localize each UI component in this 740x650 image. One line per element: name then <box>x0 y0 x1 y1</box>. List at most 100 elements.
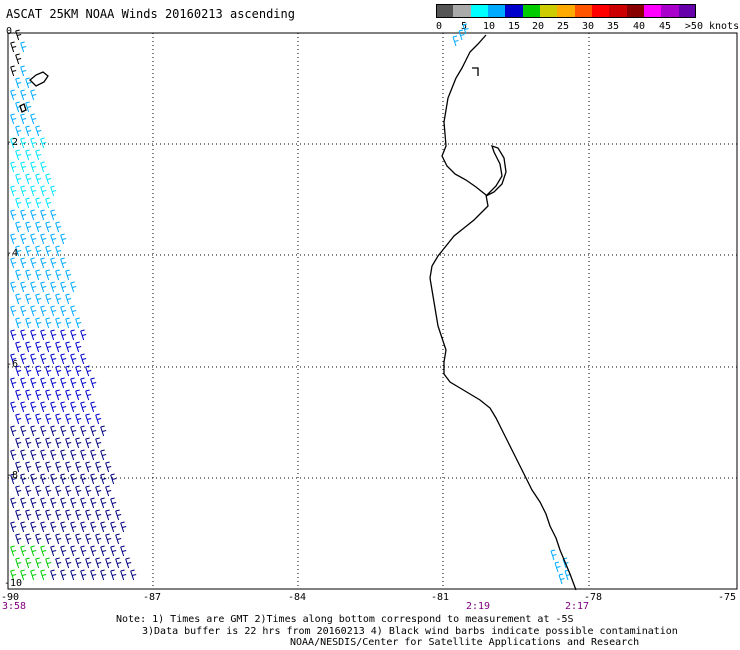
wind-barb <box>558 573 565 585</box>
wind-barb <box>10 233 17 245</box>
map-title: ASCAT 25KM NOAA Winds 20160213 ascending <box>6 7 295 21</box>
wind-barb <box>40 329 47 341</box>
wind-barb <box>100 449 107 461</box>
time-label: 3:58 <box>2 601 27 612</box>
legend-label: 35 <box>606 21 620 32</box>
wind-barb <box>55 485 62 497</box>
lon-label: -87 <box>143 592 162 603</box>
wind-barb <box>55 365 62 377</box>
wind-barb <box>90 449 97 461</box>
wind-barb <box>15 77 22 89</box>
wind-barb <box>90 545 97 557</box>
wind-barb <box>10 281 17 293</box>
wind-barb <box>35 197 42 209</box>
wind-barb <box>30 305 37 317</box>
wind-barb <box>45 533 52 545</box>
wind-barb <box>15 29 22 41</box>
lat-label: 0 <box>6 26 13 37</box>
wind-barb <box>10 521 17 533</box>
wind-barb <box>10 89 17 101</box>
legend-label: 15 <box>507 21 521 32</box>
wind-barb <box>10 329 17 341</box>
wind-barb <box>20 257 27 269</box>
legend-swatch <box>522 4 541 18</box>
wind-barb <box>60 569 67 581</box>
wind-barb <box>35 365 42 377</box>
wind-barb <box>115 557 122 569</box>
legend-swatch <box>574 4 593 18</box>
wind-barb <box>25 461 32 473</box>
wind-barb <box>85 437 92 449</box>
wind-barb <box>30 161 37 173</box>
wind-barb <box>60 353 67 365</box>
wind-barb <box>20 401 27 413</box>
wind-barb <box>105 509 112 521</box>
wind-barb <box>30 257 37 269</box>
wind-barb <box>15 413 22 425</box>
legend-label: 10 <box>482 21 496 32</box>
wind-barb <box>50 377 57 389</box>
wind-barb <box>75 533 82 545</box>
wind-barb <box>65 341 72 353</box>
wind-barb <box>10 65 17 77</box>
wind-barb <box>75 341 82 353</box>
time-label: 2:19 <box>466 601 491 612</box>
wind-barb <box>45 461 52 473</box>
wind-barb <box>20 521 27 533</box>
wind-barb <box>25 197 32 209</box>
wind-barb <box>60 305 67 317</box>
wind-barb <box>15 389 22 401</box>
wind-barb <box>75 437 82 449</box>
wind-barb <box>75 485 82 497</box>
wind-barb <box>85 365 92 377</box>
legend-label: 30 <box>581 21 595 32</box>
wind-barb <box>115 509 122 521</box>
wind-barb <box>90 377 97 389</box>
legend-swatch <box>557 4 576 18</box>
wind-barb <box>60 281 67 293</box>
wind-barb <box>65 437 72 449</box>
wind-barb <box>35 149 42 161</box>
wind-barb <box>60 545 67 557</box>
wind-barb <box>30 233 37 245</box>
wind-barb <box>20 473 27 485</box>
wind-barb <box>45 509 52 521</box>
wind-barb <box>105 533 112 545</box>
wind-barb <box>20 353 27 365</box>
wind-barb <box>40 449 47 461</box>
coastline <box>19 34 577 591</box>
legend-swatch <box>592 4 610 18</box>
wind-barb <box>40 521 47 533</box>
wind-barb <box>55 533 62 545</box>
wind-barb <box>80 329 87 341</box>
wind-barb <box>40 257 47 269</box>
wind-barb <box>75 365 82 377</box>
wind-barb <box>95 509 102 521</box>
wind-barb <box>50 425 57 437</box>
wind-barb <box>50 473 57 485</box>
wind-barb <box>70 425 77 437</box>
wind-barb <box>50 209 57 221</box>
wind-barb <box>20 569 27 581</box>
wind-barb <box>60 521 67 533</box>
wind-barb <box>70 497 77 509</box>
wind-barb <box>564 569 571 581</box>
wind-barb <box>35 173 42 185</box>
wind-barb <box>70 449 77 461</box>
wind-barb <box>110 521 117 533</box>
wind-barb <box>35 461 42 473</box>
wind-barb <box>55 413 62 425</box>
wind-barb <box>50 305 57 317</box>
legend-label: 25 <box>556 21 570 32</box>
wind-barb <box>75 461 82 473</box>
wind-barb <box>550 549 557 561</box>
wind-barb <box>45 389 52 401</box>
wind-barb <box>55 509 62 521</box>
wind-barb <box>10 449 17 461</box>
wind-barb <box>15 173 22 185</box>
legend-swatch <box>644 4 662 18</box>
wind-barb <box>40 209 47 221</box>
wind-barb <box>60 497 67 509</box>
wind-barb <box>45 197 52 209</box>
wind-barb <box>40 161 47 173</box>
